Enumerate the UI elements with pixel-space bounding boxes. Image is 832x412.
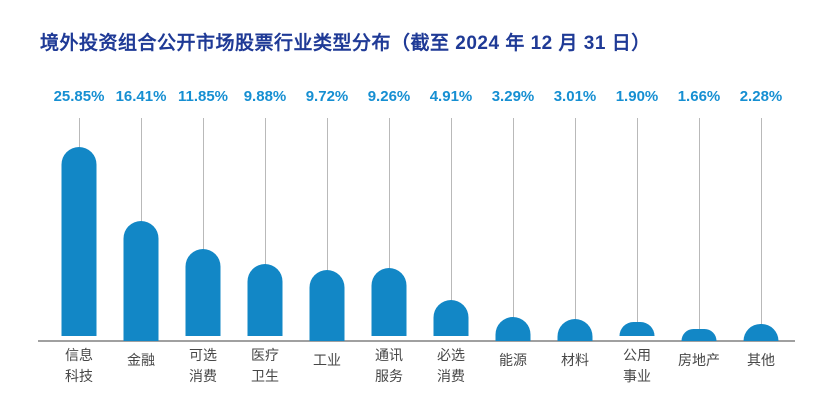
category-label: 公用 事业	[623, 346, 651, 385]
bar-column: 25.85% 信息 科技	[48, 88, 110, 388]
bar	[495, 317, 531, 341]
category-label: 金融	[127, 352, 155, 368]
category-label: 能源	[499, 352, 527, 368]
bar	[371, 267, 407, 336]
bar-value-label: 3.29%	[491, 88, 535, 105]
bar	[433, 299, 469, 336]
bar-value-label: 1.66%	[677, 88, 721, 105]
bar-value-label: 11.85%	[177, 88, 229, 105]
bar-value-label: 25.85%	[53, 88, 105, 105]
bar	[619, 321, 655, 336]
bar-column: 9.26% 通讯 服务	[358, 88, 420, 388]
bar-plot-area	[668, 110, 730, 341]
bar-column: 9.88% 医疗 卫生	[234, 88, 296, 388]
stem-line	[575, 118, 576, 341]
stem-line	[761, 118, 762, 341]
stem-line	[699, 118, 700, 341]
bar-chart: 25.85% 信息 科技 16.41% 金融 11.85% 可选 消费 9.88% 医疗 卫生 9.7…	[38, 88, 795, 388]
bar	[557, 319, 593, 341]
bar-column: 11.85% 可选 消费	[172, 88, 234, 388]
bar-plot-area	[110, 110, 172, 341]
bar-value-label: 2.28%	[739, 88, 783, 105]
bar-plot-area	[234, 110, 296, 336]
bar-column: 2.28% 其他	[730, 88, 792, 388]
x-axis-baseline	[38, 340, 795, 342]
stem-line	[513, 118, 514, 341]
category-label: 其他	[747, 352, 775, 368]
category-label: 信息 科技	[65, 346, 93, 385]
stem-line	[327, 118, 328, 341]
bar-plot-area	[48, 110, 110, 336]
category-label: 材料	[561, 352, 589, 368]
bar-column: 9.72% 工业	[296, 88, 358, 388]
bar-value-label: 9.88%	[243, 88, 287, 105]
bar-value-label: 9.26%	[367, 88, 411, 105]
bar-value-label: 9.72%	[305, 88, 349, 105]
stem-line	[203, 117, 204, 336]
bar-plot-area	[730, 110, 792, 341]
bar-plot-area	[172, 110, 234, 336]
bar-column: 3.29% 能源	[482, 88, 544, 388]
bar	[123, 221, 159, 341]
chart-title: 境外投资组合公开市场股票行业类型分布（截至 2024 年 12 月 31 日）	[40, 33, 651, 54]
bar	[309, 270, 345, 341]
bar-plot-area	[296, 110, 358, 341]
bar	[247, 263, 283, 336]
bar	[61, 146, 97, 336]
category-label: 通讯 服务	[375, 346, 403, 385]
bar-plot-area	[482, 110, 544, 341]
stem-line	[451, 117, 452, 336]
stem-line	[637, 117, 638, 336]
bar-column: 1.90% 公用 事业	[606, 88, 668, 388]
bar-value-label: 3.01%	[553, 88, 597, 105]
category-label: 医疗 卫生	[251, 346, 279, 385]
category-label: 必选 消费	[437, 346, 465, 385]
bar-column: 4.91% 必选 消费	[420, 88, 482, 388]
stem-line	[265, 117, 266, 336]
bar-plot-area	[420, 110, 482, 336]
bar-plot-area	[606, 110, 668, 336]
bar	[185, 248, 221, 336]
bar-plot-area	[544, 110, 606, 341]
category-label: 可选 消费	[189, 346, 217, 385]
bar	[681, 329, 717, 341]
bar-column: 1.66% 房地产	[668, 88, 730, 388]
bar	[743, 324, 779, 341]
bar-value-label: 16.41%	[115, 88, 167, 105]
category-label: 房地产	[678, 352, 720, 368]
bar-plot-area	[358, 110, 420, 336]
bar-value-label: 1.90%	[615, 88, 659, 105]
bar-column: 16.41% 金融	[110, 88, 172, 388]
stem-line	[389, 117, 390, 336]
category-label: 工业	[313, 352, 341, 368]
bar-value-label: 4.91%	[429, 88, 473, 105]
bar-column: 3.01% 材料	[544, 88, 606, 388]
